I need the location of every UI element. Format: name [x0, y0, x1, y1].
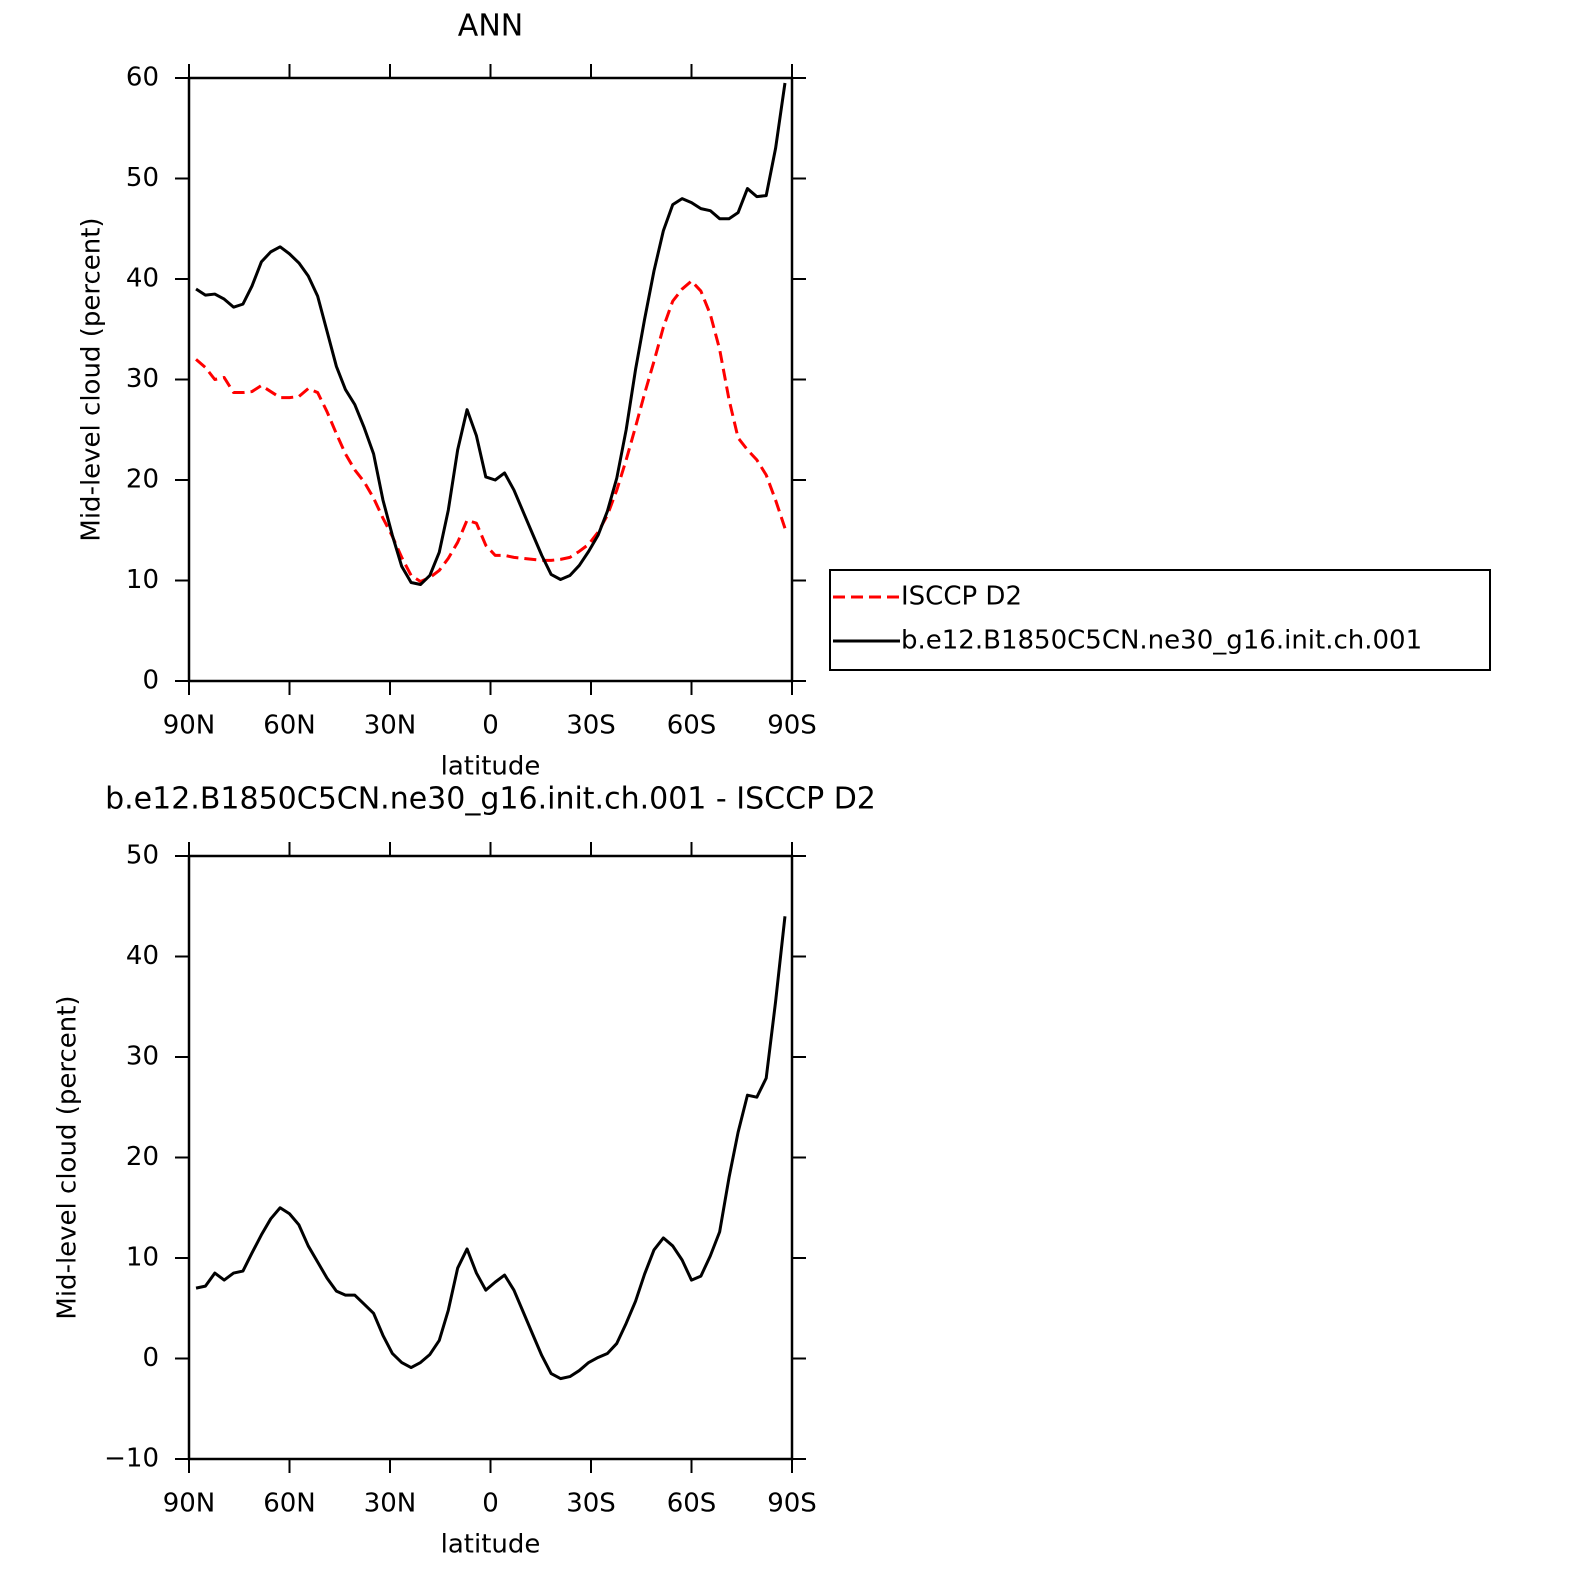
- x-axis-label: latitude: [441, 752, 541, 782]
- x-tick-label: 90S: [767, 1489, 817, 1519]
- y-tick-label: 60: [126, 63, 159, 93]
- y-axis-label: Mid-level cloud (percent): [77, 217, 107, 541]
- x-tick-label: 30S: [566, 1489, 616, 1519]
- y-tick-label: 50: [126, 163, 159, 193]
- x-tick-label: 0: [482, 711, 499, 741]
- plot-frame: [187, 854, 794, 1461]
- y-tick-label: 20: [126, 465, 159, 495]
- x-tick-label: 90S: [767, 711, 817, 741]
- y-tick-label: −10: [104, 1444, 159, 1474]
- y-tick-label: 10: [126, 1243, 159, 1273]
- y-axis-label: Mid-level cloud (percent): [53, 995, 83, 1319]
- legend-label: b.e12.B1850C5CN.ne30_g16.init.ch.001: [901, 626, 1422, 656]
- legend-label: ISCCP D2: [901, 582, 1022, 612]
- plot-frame: [187, 76, 794, 683]
- data-line: [195, 82, 787, 587]
- y-tick-label: 40: [126, 264, 159, 294]
- x-tick-label: 60N: [263, 711, 316, 741]
- y-tick-label: 10: [126, 565, 159, 595]
- y-tick-label: 0: [142, 666, 159, 696]
- data-line: [195, 279, 787, 583]
- chart-title: b.e12.B1850C5CN.ne30_g16.init.ch.001 - I…: [105, 782, 876, 817]
- x-tick-label: 60S: [667, 711, 717, 741]
- y-tick-label: 0: [142, 1343, 159, 1373]
- x-tick-label: 60S: [667, 1489, 717, 1519]
- x-tick-label: 0: [482, 1489, 499, 1519]
- x-axis-label: latitude: [441, 1530, 541, 1560]
- x-tick-label: 30S: [566, 711, 616, 741]
- x-tick-label: 90N: [163, 1489, 216, 1519]
- y-tick-label: 30: [126, 1042, 159, 1072]
- y-tick-label: 50: [126, 841, 159, 871]
- y-tick-label: 20: [126, 1142, 159, 1172]
- chart-title: ANN: [458, 9, 523, 44]
- legend-box: [829, 569, 1491, 671]
- y-tick-label: 40: [126, 941, 159, 971]
- x-tick-label: 90N: [163, 711, 216, 741]
- x-tick-label: 30N: [364, 1489, 417, 1519]
- x-tick-label: 60N: [263, 1489, 316, 1519]
- x-tick-label: 30N: [364, 711, 417, 741]
- data-line: [195, 916, 787, 1381]
- y-tick-label: 30: [126, 364, 159, 394]
